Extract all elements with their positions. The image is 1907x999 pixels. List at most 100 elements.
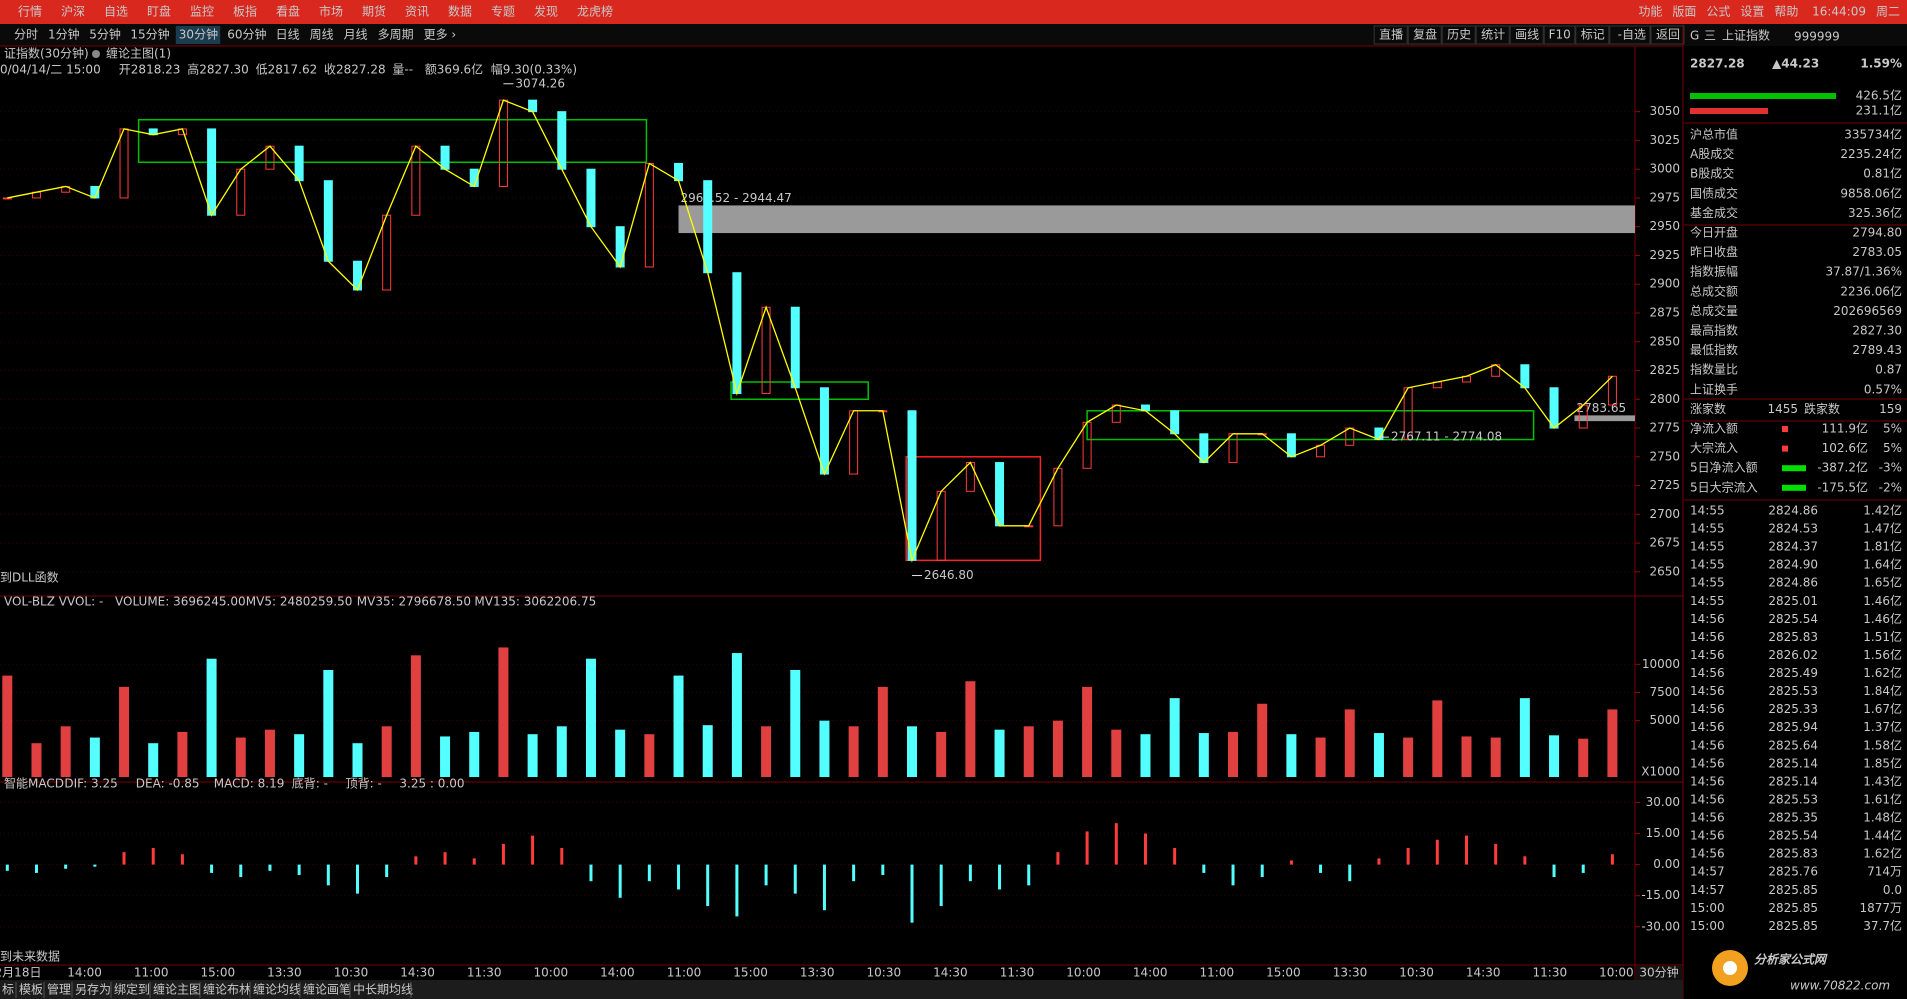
period-button[interactable]: 15分钟 [130, 27, 169, 42]
flow-swatch [1782, 426, 1788, 432]
menu-item[interactable]: 市场 [319, 4, 343, 19]
y-tick-label: 2675 [1649, 536, 1680, 550]
macd-bar [560, 848, 564, 865]
period-button[interactable]: 多周期 [378, 28, 414, 42]
stat-value: 2783.05 [1852, 245, 1902, 259]
menu-item[interactable]: 发现 [534, 4, 558, 19]
macd-bar [1348, 864, 1352, 882]
bottom-tab[interactable]: 缠论画笔 [303, 982, 351, 997]
bottom-tab[interactable]: 中长期均线 [353, 982, 413, 997]
macd-bar [356, 864, 360, 894]
price-bar [382, 214, 392, 291]
price-bar [1520, 364, 1530, 389]
tick-time: 15:00 [1690, 919, 1725, 933]
volume-bar [1519, 698, 1530, 777]
quote-price: 2827.28 [1690, 57, 1745, 71]
period-button[interactable]: 1分钟 [48, 27, 80, 42]
period-button[interactable]: 5分钟 [89, 27, 121, 42]
bottom-tab[interactable]: 缠论主图 [153, 982, 201, 997]
y-tick-label: 2975 [1649, 190, 1680, 204]
bottom-tab[interactable]: 缠论均线 [253, 982, 301, 997]
volume-bar [527, 734, 538, 777]
info-item: 额369.6亿 [425, 62, 483, 77]
y-tick-label: 3025 [1649, 133, 1680, 147]
stat-label: 最低指数 [1690, 342, 1738, 357]
menu-item[interactable]: 龙虎榜 [577, 4, 613, 19]
tick-time: 15:00 [1690, 901, 1725, 915]
volume-bar [119, 686, 130, 777]
y-tick-label: -30.00 [1641, 919, 1680, 933]
menu-item[interactable]: 期货 [362, 4, 386, 19]
period-button[interactable]: 周线 [310, 28, 334, 42]
info-item: 0/04/14/二 15:00 [0, 63, 101, 77]
panel-legend: VOL-BLZ VVOL: - [4, 595, 103, 609]
tick-time: 14:55 [1690, 558, 1725, 572]
tool-frame [1650, 25, 1685, 45]
bottom-tab[interactable]: 另存为 [75, 983, 111, 997]
menu-item[interactable]: 沪深 [61, 5, 85, 19]
period-button[interactable]: 30分钟 [179, 27, 218, 42]
volume-bar [585, 658, 596, 777]
menu-right-item[interactable]: 帮助 [1774, 5, 1798, 19]
macd-bar [1027, 864, 1031, 886]
period-button[interactable]: 分时 [14, 28, 38, 42]
y-tick-label: 2900 [1649, 277, 1680, 291]
bottom-tab[interactable]: 缠论布林 [203, 982, 251, 997]
menu-right-item[interactable]: 设置 [1740, 5, 1764, 19]
macd-bar [939, 864, 943, 907]
bottom-tab[interactable]: 标 [2, 983, 14, 997]
menu-item[interactable]: 行情 [18, 5, 42, 19]
tool-button[interactable]: 复盘 [1413, 27, 1437, 42]
period-button[interactable]: 日线 [276, 28, 300, 42]
volume-bar [615, 729, 626, 777]
flow-pct: -2% [1879, 480, 1902, 494]
tool-button[interactable]: 标记 [1581, 28, 1605, 42]
tick-volume: 1.62亿 [1863, 846, 1902, 861]
menu-item[interactable]: 自选 [104, 5, 128, 19]
bottom-tab[interactable]: 绑定到 [114, 982, 150, 997]
tick-volume: 714万 [1867, 865, 1902, 879]
period-button[interactable]: 更多 › [424, 28, 457, 42]
tick-volume: 1.44亿 [1863, 828, 1902, 843]
menu-item[interactable]: 看盘 [276, 4, 300, 19]
menu-right-item[interactable]: 公式 [1706, 5, 1730, 19]
tool-button[interactable]: 画线 [1515, 28, 1539, 42]
tool-button[interactable]: 直播 [1379, 28, 1403, 42]
volume-bar [1082, 686, 1093, 777]
macd-bar [239, 864, 243, 878]
x-tick-label: 13:30 [1333, 966, 1368, 980]
menu-item[interactable]: 数据 [448, 4, 472, 19]
stat-value: 2236.06亿 [1840, 283, 1902, 298]
volume-bar [936, 731, 947, 777]
period-button[interactable]: 60分钟 [227, 27, 266, 42]
tick-time: 14:56 [1690, 829, 1725, 843]
tool-button[interactable]: 历史 [1447, 28, 1471, 42]
menu-right-item[interactable]: 功能 [1638, 5, 1662, 19]
volume-bar [294, 734, 305, 777]
menu-item[interactable]: 资讯 [405, 5, 429, 19]
period-button[interactable]: 月线 [344, 28, 368, 42]
bottom-tab[interactable]: 管理 [47, 982, 71, 997]
price-bar [323, 180, 333, 262]
menu-item[interactable]: 板指 [233, 4, 257, 19]
price-bar [1053, 467, 1063, 527]
tool-button[interactable]: F10 [1549, 28, 1571, 42]
menu-item[interactable]: 盯盘 [147, 4, 171, 19]
menu-item[interactable]: 专题 [491, 4, 515, 19]
menu-right-item[interactable]: 版面 [1672, 5, 1696, 19]
tick-volume: 1.46亿 [1863, 611, 1902, 626]
bottom-tab[interactable]: 模板 [19, 983, 43, 997]
menu-item[interactable]: 监控 [190, 5, 214, 19]
x-tick-label: 14:30 [933, 966, 968, 980]
tool-frame [1407, 25, 1442, 45]
tick-volume: 1.85亿 [1863, 755, 1902, 770]
tool-button[interactable]: 返回 [1656, 28, 1680, 42]
x-tick-label: 11:00 [1200, 966, 1235, 980]
tool-button[interactable]: -自选 [1618, 28, 1646, 42]
tool-button[interactable]: 统计 [1481, 28, 1505, 42]
macd-bar [414, 856, 418, 865]
price-bar [936, 490, 946, 561]
macd-bar [1056, 852, 1060, 865]
annotation: 2646.80 [924, 568, 974, 582]
x-tick-label: 14:30 [1466, 966, 1501, 980]
